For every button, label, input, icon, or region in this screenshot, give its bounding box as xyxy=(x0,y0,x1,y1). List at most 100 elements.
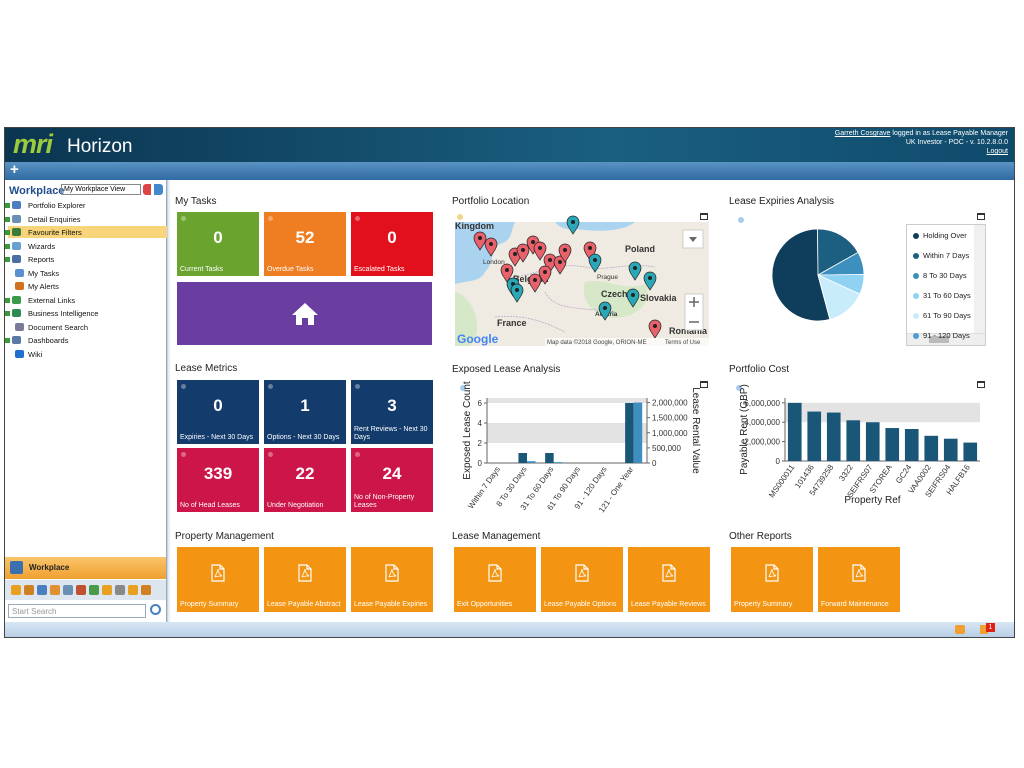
pie-slice xyxy=(817,274,861,320)
tile-value: 1 xyxy=(300,396,310,415)
nav-item[interactable]: Detail Enquiries xyxy=(28,214,81,224)
toolbar-icon[interactable] xyxy=(11,585,21,595)
pdf-mark xyxy=(768,568,777,578)
search-input[interactable]: Start Search xyxy=(8,604,146,618)
tile-label: Expiries - Next 30 Days xyxy=(180,434,254,441)
bar xyxy=(865,422,880,461)
alert-badge[interactable]: 1 xyxy=(986,623,995,632)
y-tick-label: 4 xyxy=(478,419,483,428)
nav-item[interactable]: My Alerts xyxy=(28,282,59,291)
nav-item[interactable]: Business Intelligence xyxy=(28,309,99,318)
map-pin xyxy=(648,319,662,339)
nav-item[interactable]: Wiki xyxy=(28,349,43,359)
report-tile[interactable]: Lease Payable Abstract xyxy=(264,547,346,612)
kpi-tile[interactable]: 1 Options - Next 30 Days xyxy=(264,380,346,444)
toolbar-icon[interactable] xyxy=(89,585,99,595)
kpi-tile[interactable]: 0 Current Tasks xyxy=(177,212,259,276)
nav-item[interactable]: Portfolio Explorer xyxy=(28,201,86,210)
bar xyxy=(963,442,978,461)
toolbar-icon[interactable] xyxy=(37,585,47,595)
expand-icon xyxy=(5,216,10,222)
logout-link[interactable]: Logout xyxy=(986,148,1008,155)
kpi-tile[interactable]: 3 Rent Reviews - Next 30 Days xyxy=(351,380,433,444)
bar xyxy=(807,411,822,461)
report-tile[interactable]: Property Summary xyxy=(177,547,259,612)
toolbar-icon[interactable] xyxy=(102,585,112,595)
legend-label: 61 To 90 Days xyxy=(923,311,971,320)
nav-item[interactable]: Document Search xyxy=(28,322,89,332)
nav-item[interactable]: Wizards xyxy=(28,241,56,251)
tile-value: 0 xyxy=(387,228,397,247)
nav-item[interactable]: Favourite Filters xyxy=(28,228,82,237)
kpi-tile[interactable]: 339 No of Head Leases xyxy=(177,448,259,512)
map-pin xyxy=(643,271,657,291)
legend-label: Within 7 Days xyxy=(923,251,970,260)
user-info: Garreth Cosgrave logged in as Lease Payab… xyxy=(708,129,1008,156)
report-tile[interactable]: Exit Opportunities xyxy=(454,547,536,612)
toolbar-icon[interactable] xyxy=(128,585,138,595)
search-icon[interactable] xyxy=(150,604,161,615)
kpi-tile[interactable]: 0 Expiries - Next 30 Days xyxy=(177,380,259,444)
map-provider: Google xyxy=(457,332,499,346)
report-label: Property Summary xyxy=(180,601,239,608)
status-bar: 1 xyxy=(5,622,1014,637)
scroll-thumb[interactable] xyxy=(929,336,949,343)
panel-button[interactable] xyxy=(700,213,708,220)
legend-swatch xyxy=(913,253,919,259)
icon-row xyxy=(5,580,166,600)
tab-label[interactable]: Workplace xyxy=(29,563,70,572)
legend-item[interactable]: 91 - 120 Days xyxy=(913,329,975,343)
legend-item[interactable]: 31 To 60 Days xyxy=(913,289,975,303)
y2-tick-label: 2,000,000 xyxy=(652,399,688,408)
workplace-tab: Workplace xyxy=(5,557,166,579)
dropdown-arrow xyxy=(689,237,697,242)
section-title: Exposed Lease Analysis xyxy=(452,364,561,375)
nav-item[interactable]: Dashboards xyxy=(28,336,69,345)
legend-swatch xyxy=(913,313,919,319)
legend-item[interactable]: Holding Over xyxy=(913,229,975,243)
kpi-tile[interactable]: 52 Overdue Tasks xyxy=(264,212,346,276)
pie-slice xyxy=(771,228,831,322)
kpi-tile[interactable]: 24 No of Non-Property Leases xyxy=(351,448,433,512)
view-select[interactable]: My Workplace View xyxy=(61,184,141,195)
map-label: London xyxy=(483,259,505,266)
nav-item[interactable]: Reports xyxy=(28,255,55,264)
pin-dot xyxy=(489,242,493,246)
expand-icon xyxy=(5,243,10,249)
report-tile[interactable]: Property Summary xyxy=(731,547,813,612)
legend-item[interactable]: 8 To 30 Days xyxy=(913,269,975,283)
tile-value: 3 xyxy=(387,396,397,415)
map-green xyxy=(455,292,478,346)
toolbar-icon[interactable] xyxy=(115,585,125,595)
logo: mri xyxy=(13,129,53,159)
panel-button[interactable] xyxy=(977,381,985,388)
kpi-tile[interactable]: 0 Escalated Tasks xyxy=(351,212,433,276)
add-button[interactable]: + xyxy=(10,161,19,178)
toolbar-icon[interactable] xyxy=(24,585,34,595)
pin-dot xyxy=(648,276,652,280)
toolbar-icon[interactable] xyxy=(63,585,73,595)
pdf-shape xyxy=(385,564,399,582)
item-icon xyxy=(15,322,24,331)
toolbar-icon[interactable] xyxy=(141,585,151,595)
map-pin xyxy=(473,231,487,251)
report-tile[interactable]: Lease Payable Reviews xyxy=(628,547,710,612)
tile-icon xyxy=(181,216,186,221)
report-tile[interactable]: Forward Maintenance xyxy=(818,547,900,612)
toolbar-icon[interactable] xyxy=(50,585,60,595)
report-tile[interactable]: Lease Payable Options xyxy=(541,547,623,612)
y2-tick-label: 0 xyxy=(652,459,657,468)
nav-item[interactable]: External Links xyxy=(28,295,76,305)
legend-item[interactable]: 61 To 90 Days xyxy=(913,309,975,323)
brand: Horizon xyxy=(67,136,133,157)
nav-item[interactable]: My Tasks xyxy=(28,268,60,278)
map-label: Poland xyxy=(625,244,655,254)
panel-button[interactable] xyxy=(700,381,708,388)
user-name[interactable]: Garreth Cosgrave xyxy=(834,130,891,137)
report-tile[interactable]: Lease Payable Expiries xyxy=(351,547,433,612)
panel-button[interactable] xyxy=(977,213,985,220)
kpi-tile[interactable]: 22 Under Negotiation xyxy=(264,448,346,512)
home-tile[interactable] xyxy=(177,282,432,345)
toolbar-icon[interactable] xyxy=(76,585,86,595)
legend-item[interactable]: Within 7 Days xyxy=(913,249,975,263)
